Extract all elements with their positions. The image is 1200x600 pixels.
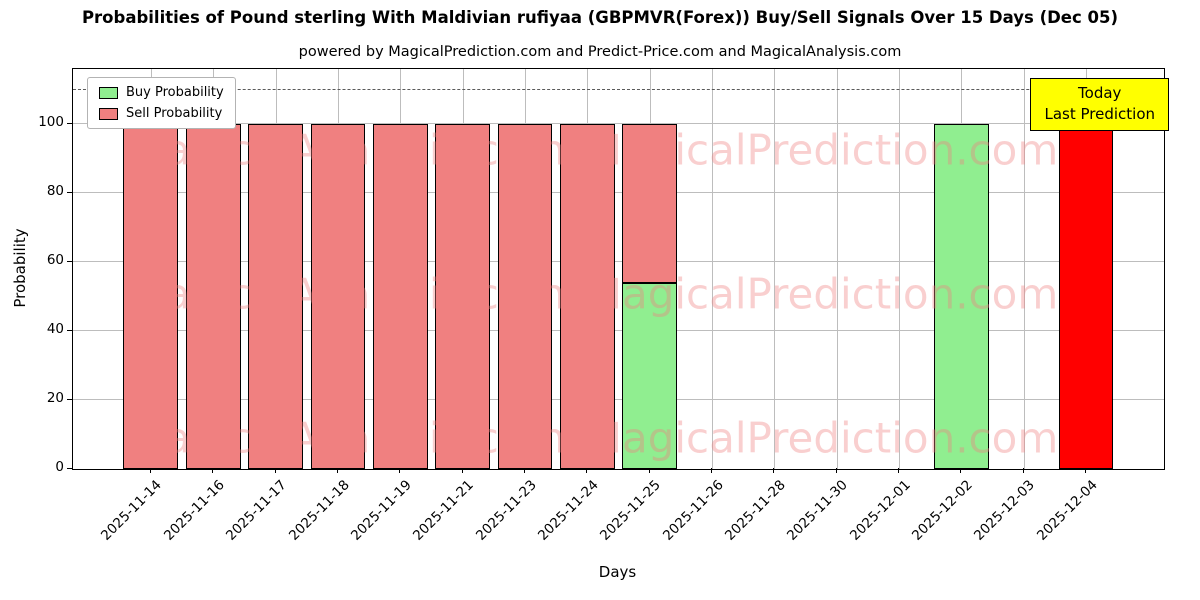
x-tick-label: 2025-11-28 xyxy=(721,477,789,544)
legend-sell-label: Sell Probability xyxy=(126,106,223,121)
y-tick-label: 60 xyxy=(46,252,64,269)
x-tick-label: 2025-12-01 xyxy=(846,477,914,544)
legend-buy-swatch xyxy=(99,86,118,99)
x-tick-label: 2025-11-30 xyxy=(784,477,852,544)
bar-segment xyxy=(123,124,179,469)
bar-segment xyxy=(248,124,304,469)
y-tick-label: 40 xyxy=(46,321,64,338)
plot-area: Buy Probability Sell Probability Today L… xyxy=(72,68,1169,470)
x-tick-label: 2025-12-04 xyxy=(1033,477,1101,544)
gridline-vertical xyxy=(712,69,713,469)
x-tick-label: 2025-11-24 xyxy=(534,477,602,544)
bar-segment xyxy=(622,124,678,283)
x-tick-label: 2025-12-03 xyxy=(971,477,1039,544)
legend-buy-label: Buy Probability xyxy=(126,85,224,100)
gridline-vertical xyxy=(1023,69,1025,469)
x-tick-label: 2025-11-17 xyxy=(223,477,290,544)
chart-subtitle: powered by MagicalPrediction.com and Pre… xyxy=(298,44,902,60)
y-tick-label: 20 xyxy=(46,390,64,407)
x-tick-label: 2025-11-26 xyxy=(659,477,727,544)
bar-segment xyxy=(1058,124,1114,469)
bar-segment xyxy=(185,124,241,469)
today-annotation-line2: Last Prediction xyxy=(1044,105,1155,124)
x-tick-label: 2025-11-23 xyxy=(472,477,540,544)
legend-sell-swatch xyxy=(99,107,118,120)
y-tick-label: 0 xyxy=(55,459,64,475)
bar-segment xyxy=(435,124,491,469)
x-tick-label: 2025-11-14 xyxy=(98,477,166,544)
x-tick-label: 2025-11-19 xyxy=(347,477,415,544)
legend-row-sell: Sell Probability xyxy=(99,106,224,121)
chart-title: Probabilities of Pound sterling With Mal… xyxy=(81,8,1119,27)
bars-layer xyxy=(73,69,1164,469)
gridline-vertical xyxy=(774,69,776,469)
gridline-horizontal xyxy=(73,123,1164,125)
bar-segment xyxy=(372,124,428,469)
x-tick-label: 2025-11-25 xyxy=(597,477,664,544)
x-tick-label: 2025-11-18 xyxy=(285,477,353,544)
gridline-horizontal xyxy=(73,399,1164,401)
x-tick-label: 2025-11-16 xyxy=(160,477,228,544)
bar-segment xyxy=(310,124,366,469)
gridline-vertical xyxy=(899,69,901,469)
y-tick-label: 80 xyxy=(46,183,64,200)
threshold-dashed-line xyxy=(73,88,1164,90)
today-annotation: Today Last Prediction xyxy=(1030,78,1169,131)
y-tick-label: 100 xyxy=(38,114,64,131)
x-tick-label: 2025-11-21 xyxy=(410,477,477,544)
gridline-horizontal xyxy=(73,192,1164,194)
legend-row-buy: Buy Probability xyxy=(99,85,224,100)
legend: Buy Probability Sell Probability xyxy=(87,77,236,129)
bar-segment xyxy=(933,124,989,469)
x-tick-label: 2025-12-02 xyxy=(908,477,976,544)
y-axis-label: Probability xyxy=(11,228,29,308)
bar-segment xyxy=(559,124,615,469)
gridline-vertical xyxy=(836,69,838,469)
gridline-horizontal xyxy=(73,330,1164,332)
today-annotation-line1: Today xyxy=(1078,84,1122,102)
bar-segment xyxy=(497,124,553,469)
gridline-horizontal xyxy=(73,261,1164,263)
x-axis-label: Days xyxy=(598,563,637,581)
bar-segment xyxy=(622,282,678,469)
